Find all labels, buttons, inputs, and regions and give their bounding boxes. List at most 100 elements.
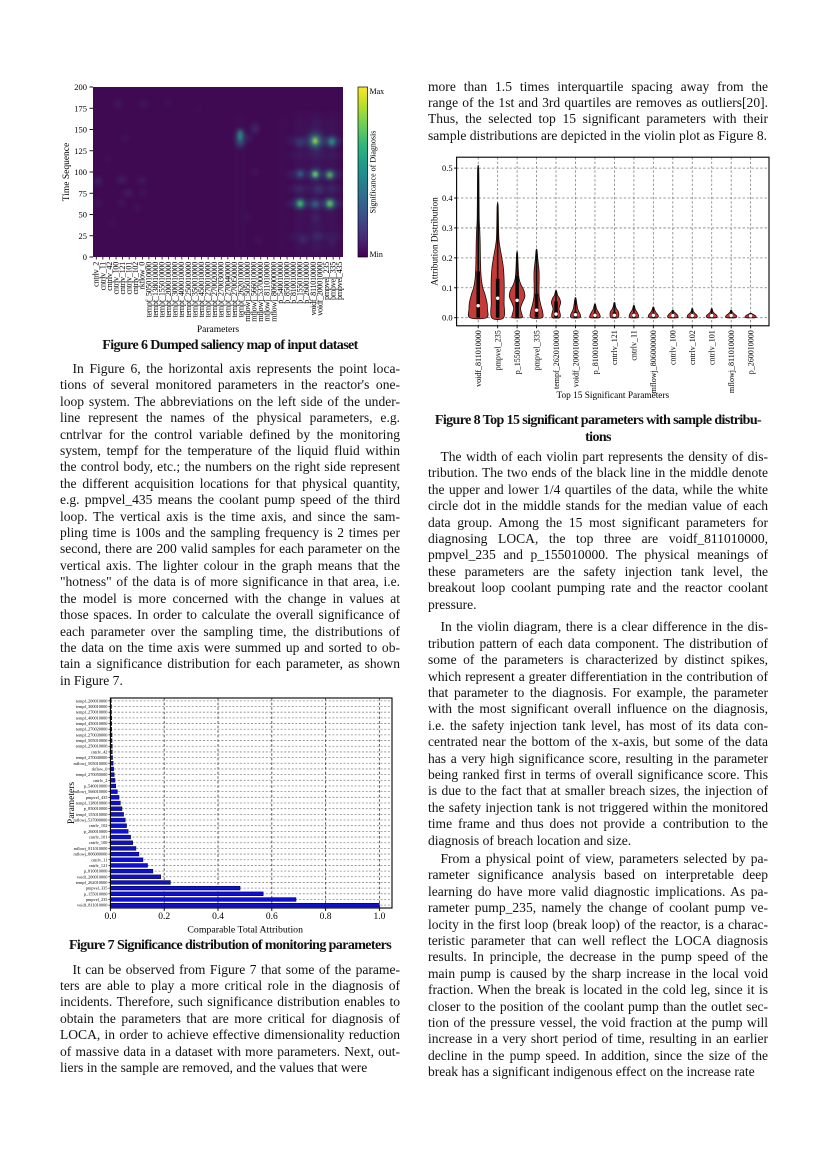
svg-text:pmpvel_335: pmpvel_335 [532,330,541,370]
svg-text:cntrlv_100: cntrlv_100 [111,262,120,295]
svg-text:cntrlv_2: cntrlv_2 [93,778,107,783]
svg-text:p_260010000: p_260010000 [302,262,311,304]
svg-text:tempf_270040000: tempf_270040000 [76,755,108,760]
svg-text:Top 15 Significant Parameters: Top 15 Significant Parameters [556,390,669,401]
svg-text:mflowj_806000000: mflowj_806000000 [269,262,278,322]
svg-text:cntrlv_121: cntrlv_121 [118,262,127,295]
svg-text:mflowj_566010000: mflowj_566010000 [250,262,259,322]
svg-text:tempf_300010000: tempf_300010000 [76,704,108,709]
svg-text:0.2: 0.2 [158,912,170,922]
svg-text:voidf_200010000: voidf_200010000 [77,874,108,879]
svg-text:tempf_270010000: tempf_270010000 [76,710,108,715]
svg-text:mflowj_806000000: mflowj_806000000 [649,330,658,393]
svg-text:tempf_270020000: tempf_270020000 [76,727,108,732]
svg-text:p_260010000: p_260010000 [746,330,755,374]
svg-text:mflowj_811010000: mflowj_811010000 [74,846,108,851]
svg-text:Parameters: Parameters [197,325,240,335]
svg-text:0.1: 0.1 [442,283,453,293]
svg-text:0.5: 0.5 [442,163,453,173]
svg-text:tempf_350010000: tempf_350010000 [190,262,199,318]
svg-text:tempf_138010000: tempf_138010000 [151,262,160,318]
svg-text:tempf_155010000: tempf_155010000 [76,812,108,817]
svg-text:tempf_200010000: tempf_200010000 [164,262,173,318]
svg-text:cntrlv_100: cntrlv_100 [89,840,108,845]
svg-text:pmpvel_335: pmpvel_335 [86,886,107,891]
svg-text:pmpvel_235: pmpvel_235 [493,330,502,370]
svg-text:0.2: 0.2 [442,253,453,263]
svg-text:mflowj_537000000: mflowj_537000000 [256,262,265,322]
svg-text:tempf_270040000: tempf_270040000 [223,262,232,318]
svg-text:mflowj_806000000: mflowj_806000000 [73,852,107,857]
svg-text:p_810010000: p_810010000 [289,262,298,304]
svg-text:0.4: 0.4 [212,912,224,922]
svg-text:tempf_250010000: tempf_250010000 [76,744,108,749]
svg-text:0.3: 0.3 [442,223,453,233]
svg-text:cntrlv_42: cntrlv_42 [91,749,107,754]
svg-text:cntrlv_102: cntrlv_102 [131,262,140,295]
svg-text:Significance of Diagnosis: Significance of Diagnosis [369,131,378,214]
svg-text:tempf_400010000: tempf_400010000 [177,262,186,318]
svg-text:mflowj_811010000: mflowj_811010000 [263,262,272,322]
svg-text:cntrlv_42: cntrlv_42 [105,262,114,291]
svg-text:p_810010000: p_810010000 [84,869,108,874]
svg-text:mflowj_566010000: mflowj_566010000 [73,789,107,794]
svg-text:0.0: 0.0 [104,912,116,922]
svg-text:tempf_270030000: tempf_270030000 [76,732,108,737]
svg-text:0: 0 [83,252,87,262]
svg-text:Parameters: Parameters [67,782,77,825]
svg-text:Comparable Total Attribution: Comparable Total Attribution [187,924,303,935]
svg-text:tempf_505010000: tempf_505010000 [76,738,108,743]
svg-text:tempf_450010000: tempf_450010000 [197,262,206,318]
svg-text:p_540010000: p_540010000 [276,262,285,304]
svg-text:0.4: 0.4 [442,193,453,203]
svg-text:pmpvel_235: pmpvel_235 [86,897,107,902]
svg-text:0.0: 0.0 [442,313,453,323]
svg-text:cntrlv_11: cntrlv_11 [630,330,639,360]
svg-text:cntrlv_102: cntrlv_102 [688,330,697,365]
svg-text:tempf_450010000: tempf_450010000 [76,721,108,726]
svg-text:100: 100 [74,167,87,177]
svg-text:tempf_262010000: tempf_262010000 [552,330,561,389]
svg-text:voidf_200010000: voidf_200010000 [571,330,580,387]
svg-text:50: 50 [79,210,88,220]
svg-text:p_850010000: p_850010000 [282,262,291,304]
svg-text:cntrlv_121: cntrlv_121 [610,330,619,365]
svg-text:p_260010000: p_260010000 [84,829,108,834]
svg-text:0.6: 0.6 [266,912,278,922]
svg-text:voidf_811010000: voidf_811010000 [309,262,318,316]
svg-text:mflowj_811010000: mflowj_811010000 [727,330,736,393]
svg-text:Attribution Distribution: Attribution Distribution [431,197,441,286]
svg-text:cntrlv_100: cntrlv_100 [669,330,678,365]
svg-text:150: 150 [74,125,87,135]
svg-text:mflowj_505010000: mflowj_505010000 [243,262,252,322]
svg-text:rkflow_0: rkflow_0 [92,766,108,771]
svg-text:mflowj_505010000: mflowj_505010000 [73,761,107,766]
svg-text:pmpvel_435: pmpvel_435 [335,262,344,300]
svg-text:p_155010000: p_155010000 [513,330,522,374]
svg-text:125: 125 [74,146,87,156]
svg-text:cntrlv_102: cntrlv_102 [89,823,108,828]
svg-text:tempf_250010000: tempf_250010000 [184,262,193,318]
svg-text:cntrlv_11: cntrlv_11 [91,857,107,862]
svg-text:cntrlv_121: cntrlv_121 [89,863,108,868]
svg-text:voidf_200010000: voidf_200010000 [315,262,324,316]
svg-text:tempf_200010000: tempf_200010000 [76,698,108,703]
svg-text:pmpvel_235: pmpvel_235 [322,262,331,300]
svg-text:p_155010000: p_155010000 [84,891,108,896]
svg-text:rkflow_0: rkflow_0 [138,262,147,290]
svg-text:p_850010000: p_850010000 [84,806,108,811]
svg-text:1.0: 1.0 [373,912,385,922]
svg-text:tempf_270020000: tempf_270020000 [210,262,219,318]
svg-text:tempf_270050000: tempf_270050000 [76,772,108,777]
svg-text:0.8: 0.8 [320,912,332,922]
svg-text:25: 25 [79,231,88,241]
svg-text:75: 75 [79,188,88,198]
svg-text:Min: Min [370,250,383,259]
svg-text:Max: Max [370,87,385,96]
svg-text:tempf_270050000: tempf_270050000 [230,262,239,318]
svg-text:voidf_811010000: voidf_811010000 [474,330,483,387]
svg-text:cntrlv_2: cntrlv_2 [92,262,101,287]
svg-text:200: 200 [74,82,87,92]
svg-text:pmpvel_335: pmpvel_335 [329,262,338,300]
svg-text:cntrlv_11: cntrlv_11 [98,262,107,291]
